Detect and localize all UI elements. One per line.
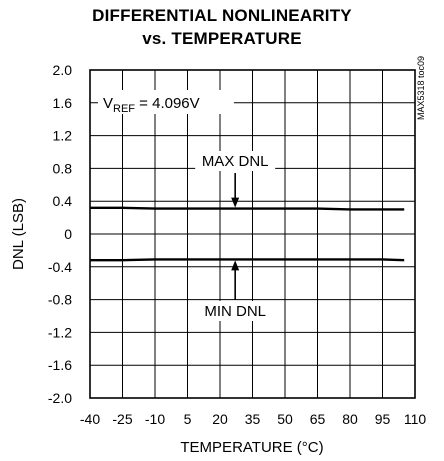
max-dnl-line — [90, 206, 405, 211]
min-dnl-label: MIN DNL — [204, 303, 266, 320]
y-tick-label: 1.2 — [53, 128, 73, 144]
series-lines — [90, 206, 405, 262]
x-tick-label: -40 — [80, 411, 100, 427]
plot-frame — [89, 69, 416, 399]
x-tick-label: 65 — [310, 411, 326, 427]
y-tick-label: -0.4 — [48, 259, 72, 275]
y-tick-label: 0.4 — [53, 193, 73, 209]
side-code: MAX5318 toc09 — [416, 56, 426, 120]
y-tick-label: 2.0 — [53, 62, 73, 78]
x-tick-label: 20 — [212, 411, 228, 427]
tick-labels: -40 -25 -10 5 20 35 50 65 80 95 110 2.0 1.6 1.2 0.8 0.4… — [48, 62, 426, 427]
chart-title: DIFFERENTIAL NONLINEARITY — [92, 6, 352, 25]
y-tick-label: 0 — [64, 226, 72, 242]
x-tick-label: 35 — [245, 411, 261, 427]
y-tick-label: -2.0 — [48, 390, 72, 406]
y-tick-label: -0.8 — [48, 292, 72, 308]
x-tick-label: 80 — [342, 411, 358, 427]
condition-main: V — [103, 95, 113, 112]
min-dnl-label-bg — [195, 301, 276, 321]
y-tick-label: -1.2 — [48, 324, 72, 340]
y-tick-label: 1.6 — [53, 95, 73, 111]
max-dnl-arrow-head — [231, 197, 240, 208]
condition-label-background — [98, 90, 234, 114]
y-tick-label: -1.6 — [48, 357, 72, 373]
condition-sub: REF — [113, 103, 135, 115]
condition-value: = 4.096V — [135, 95, 200, 112]
grid — [90, 70, 415, 398]
y-axis-label: DNL (LSB) — [10, 198, 27, 270]
max-dnl-label-bg — [195, 151, 276, 171]
x-tick-label: 5 — [184, 411, 192, 427]
x-axis-label: TEMPERATURE (°C) — [180, 439, 323, 456]
x-tick-label: 50 — [277, 411, 293, 427]
min-dnl-line — [90, 258, 405, 262]
chart-subtitle: vs. TEMPERATURE — [142, 29, 302, 48]
condition-label: VREF = 4.096V — [103, 95, 200, 115]
y-tick-label: 0.8 — [53, 160, 73, 176]
min-dnl-arrow-head — [231, 260, 240, 271]
annotations: MAX DNL MIN DNL — [195, 151, 276, 321]
x-tick-label: -25 — [112, 411, 132, 427]
x-tick-label: 95 — [375, 411, 391, 427]
x-tick-label: -10 — [145, 411, 165, 427]
x-tick-label: 110 — [404, 411, 427, 427]
max-dnl-label: MAX DNL — [202, 153, 269, 170]
